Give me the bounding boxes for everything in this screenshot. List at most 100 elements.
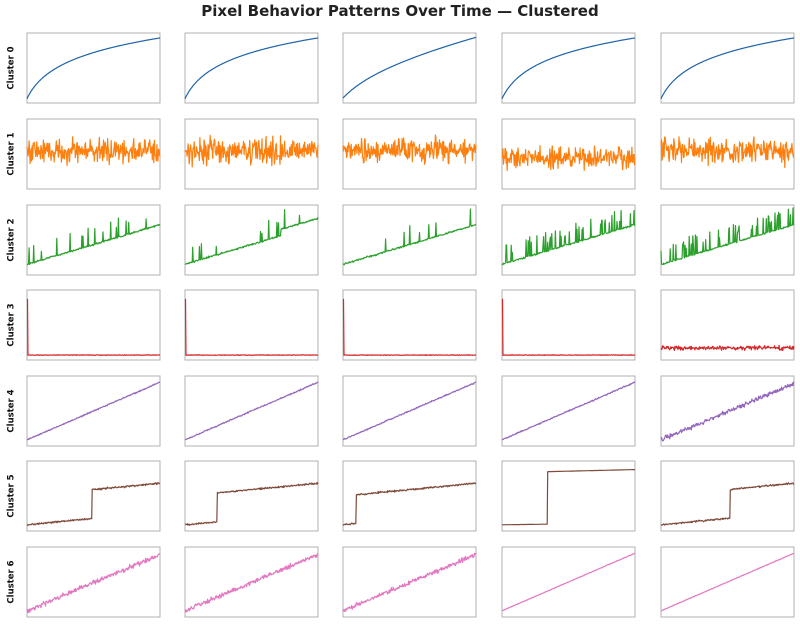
row-label-cluster-3: Cluster 3: [7, 303, 17, 346]
series-line-cluster-0: [26, 37, 161, 99]
panel-cluster-5-4: [660, 460, 795, 532]
panel-cluster-3-4: [660, 289, 795, 361]
series-line-cluster-0: [342, 36, 477, 99]
series-line-cluster-6: [342, 552, 477, 612]
panel-frame: [26, 32, 161, 104]
panel-cluster-4-0: [26, 375, 161, 447]
panel-cluster-6-1: [184, 546, 319, 618]
series-line-cluster-4: [342, 381, 477, 441]
panel-cluster-1-1: [184, 118, 319, 190]
panel-frame: [184, 460, 319, 532]
panel-cluster-1-2: [342, 118, 477, 190]
panel-frame: [660, 32, 795, 104]
panel-cluster-2-0: [26, 204, 161, 276]
series-line-cluster-4: [184, 381, 319, 441]
series-line-cluster-6: [26, 553, 161, 614]
series-line-cluster-1: [26, 136, 161, 167]
panel-cluster-3-2: [342, 289, 477, 361]
series-line-cluster-0: [501, 37, 636, 99]
panel-cluster-5-2: [342, 460, 477, 532]
series-line-cluster-5: [26, 482, 161, 526]
panel-cluster-4-2: [342, 375, 477, 447]
panel-cluster-5-0: [26, 460, 161, 532]
panel-frame: [26, 460, 161, 532]
series-line-cluster-3: [660, 344, 795, 352]
panel-frame: [342, 546, 477, 618]
panel-cluster-4-1: [184, 375, 319, 447]
row-label-cluster-6: Cluster 6: [7, 560, 17, 603]
panel-frame: [26, 204, 161, 276]
panel-cluster-6-2: [342, 546, 477, 618]
panel-frame: [26, 375, 161, 447]
panel-cluster-5-3: [501, 460, 636, 532]
panel-frame: [501, 118, 636, 190]
panel-frame: [342, 460, 477, 532]
series-line-cluster-6: [184, 553, 319, 613]
series-line-cluster-5: [342, 482, 477, 526]
row-label-cluster-1: Cluster 1: [7, 132, 17, 175]
panel-cluster-0-2: [342, 32, 477, 104]
panel-cluster-0-0: [26, 32, 161, 104]
panel-cluster-2-1: [184, 204, 319, 276]
series-line-cluster-1: [501, 145, 636, 172]
series-line-cluster-4: [660, 381, 795, 442]
panel-frame: [184, 32, 319, 104]
series-line-cluster-5: [501, 469, 636, 526]
series-line-cluster-3: [184, 298, 319, 357]
panel-cluster-6-4: [660, 546, 795, 618]
panel-cluster-2-3: [501, 204, 636, 276]
series-line-cluster-4: [501, 381, 636, 441]
panel-frame: [26, 546, 161, 618]
panel-frame: [184, 375, 319, 447]
panel-cluster-1-3: [501, 118, 636, 190]
series-line-cluster-5: [660, 482, 795, 526]
series-line-cluster-2: [660, 207, 795, 266]
panel-cluster-6-0: [26, 546, 161, 618]
panel-frame: [184, 118, 319, 190]
series-line-cluster-3: [501, 298, 636, 357]
series-line-cluster-2: [184, 209, 319, 265]
row-label-cluster-4: Cluster 4: [7, 389, 17, 432]
panel-frame: [501, 204, 636, 276]
panel-cluster-6-3: [501, 546, 636, 618]
panel-frame: [501, 289, 636, 361]
panel-frame: [660, 375, 795, 447]
panel-cluster-0-4: [660, 32, 795, 104]
series-line-cluster-4: [26, 381, 161, 441]
series-line-cluster-1: [660, 136, 795, 169]
series-line-cluster-6: [660, 552, 795, 612]
series-line-cluster-1: [342, 134, 477, 165]
panel-frame: [501, 32, 636, 104]
panel-frame: [660, 460, 795, 532]
series-line-cluster-2: [501, 209, 636, 266]
panel-cluster-4-4: [660, 375, 795, 447]
chart-title: Pixel Behavior Patterns Over Time — Clus…: [201, 2, 599, 20]
panel-cluster-0-3: [501, 32, 636, 104]
row-label-cluster-0: Cluster 0: [7, 46, 17, 89]
panel-frame: [660, 289, 795, 361]
panel-cluster-3-0: [26, 289, 161, 361]
panel-cluster-3-3: [501, 289, 636, 361]
row-label-cluster-5: Cluster 5: [7, 474, 17, 517]
panel-frame: [342, 32, 477, 104]
panel-frame: [660, 546, 795, 618]
series-line-cluster-2: [26, 217, 161, 266]
row-label-cluster-2: Cluster 2: [7, 218, 17, 261]
panel-cluster-1-0: [26, 118, 161, 190]
panel-frame: [501, 546, 636, 618]
panel-frame: [501, 375, 636, 447]
panel-frame: [660, 204, 795, 276]
panel-cluster-4-3: [501, 375, 636, 447]
panel-frame: [342, 375, 477, 447]
panel-frame: [501, 460, 636, 532]
panel-frame: [26, 289, 161, 361]
panel-frame: [342, 204, 477, 276]
panel-cluster-2-4: [660, 204, 795, 276]
panel-cluster-0-1: [184, 32, 319, 104]
panel-cluster-5-1: [184, 460, 319, 532]
panel-cluster-1-4: [660, 118, 795, 190]
panel-cluster-2-2: [342, 204, 477, 276]
panel-frame: [184, 289, 319, 361]
panel-frame: [342, 289, 477, 361]
